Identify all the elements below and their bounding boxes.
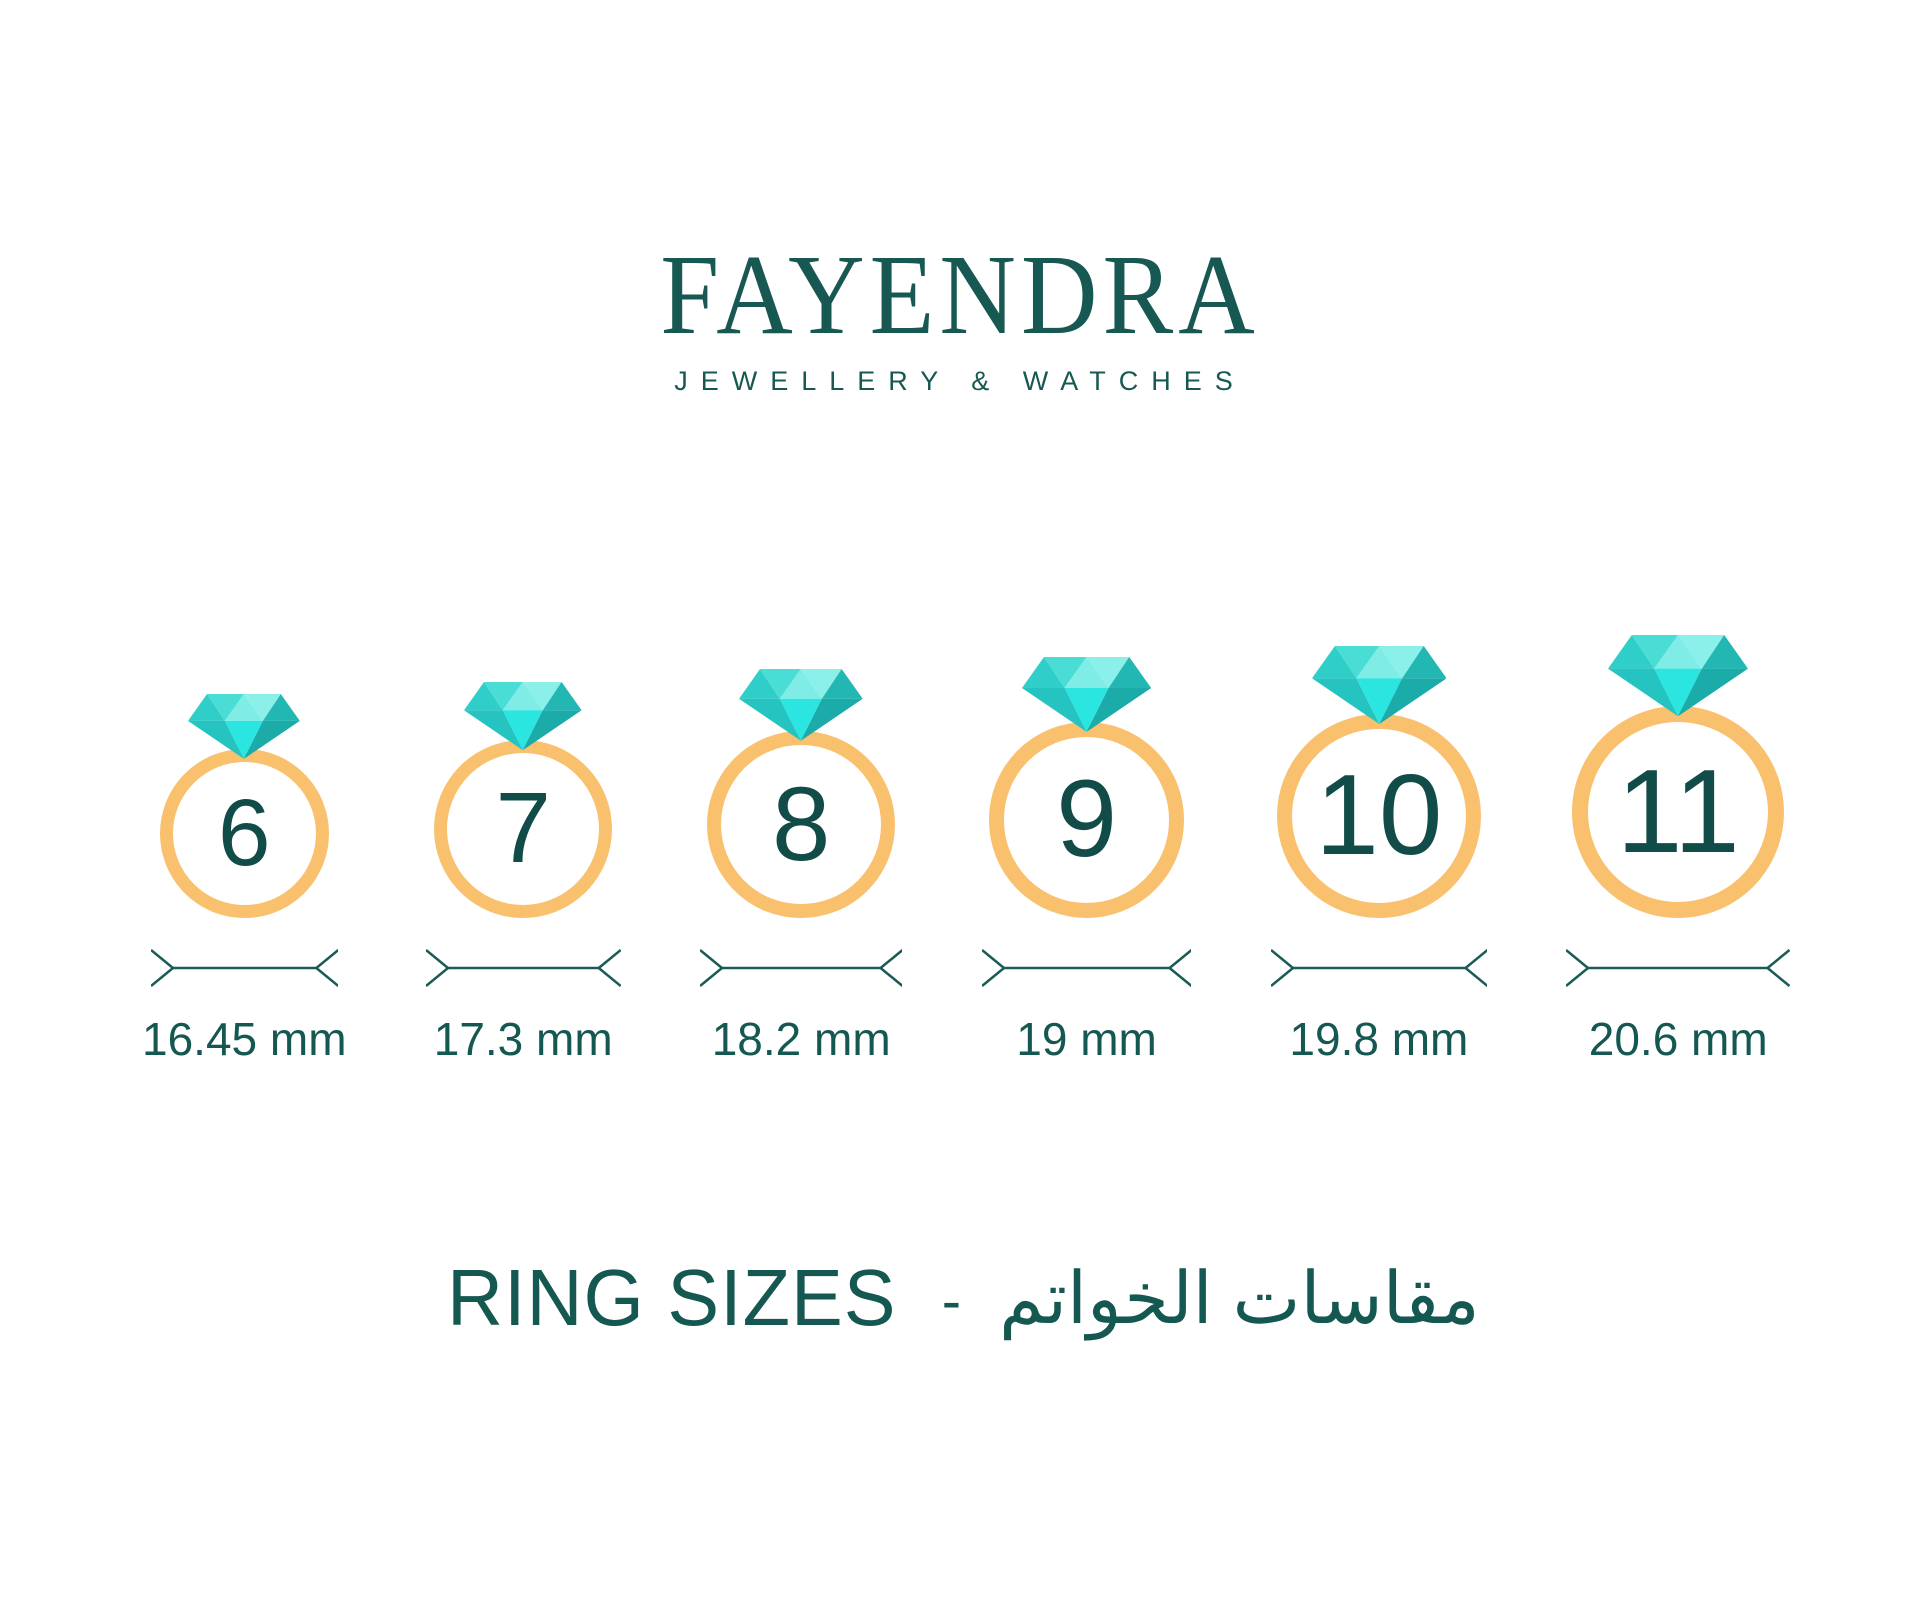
ring-size-number: 10 <box>1315 751 1443 879</box>
brand-logo: FAYENDRA JEWELLERY & WATCHES <box>0 237 1920 397</box>
ring-figure: 9 19 mm <box>981 657 1192 1066</box>
ring-size-number: 7 <box>495 773 551 885</box>
footer-title-english: RING SIZES <box>447 1253 897 1342</box>
ring-band: 10 <box>1276 714 1481 918</box>
diameter-label: 18.2 mm <box>711 1013 891 1065</box>
footer-title-arabic: مقاسات الخواتم <box>999 1259 1480 1339</box>
dimension-arrow-icon <box>699 949 903 987</box>
diamond-icon <box>739 668 864 741</box>
footer-title-separator: - <box>941 1268 962 1334</box>
diameter-label: 19.8 mm <box>1289 1013 1469 1065</box>
brand-tagline: JEWELLERY & WATCHES <box>674 366 1246 396</box>
ring-figure: 6 16.45 mm <box>142 693 347 1066</box>
ring-figure: 7 17.3 mm <box>425 681 621 1066</box>
ring-size-number: 9 <box>1056 758 1118 881</box>
ring-band: 8 <box>707 730 895 918</box>
diameter-label: 19 mm <box>1016 1013 1157 1065</box>
ring-size-number: 11 <box>1616 744 1740 878</box>
diamond-icon <box>1608 634 1749 716</box>
ring-size-number: 6 <box>217 779 271 886</box>
ring-band: 11 <box>1572 705 1785 918</box>
ring-band: 7 <box>434 739 613 918</box>
ring-figure: 11 20.6 mm <box>1566 634 1790 1066</box>
diamond-icon <box>1021 657 1152 733</box>
brand-name: FAYENDRA <box>660 231 1260 358</box>
diameter-label: 20.6 mm <box>1588 1013 1768 1065</box>
diamond-icon <box>188 693 301 759</box>
dimension-arrow-icon <box>150 949 338 987</box>
dimension-arrow-icon <box>1270 949 1488 987</box>
ring-size-number: 8 <box>771 765 831 883</box>
dimension-arrow-icon <box>981 949 1192 987</box>
diamond-icon <box>464 681 582 750</box>
ring-band: 9 <box>988 722 1185 918</box>
diameter-label: 17.3 mm <box>433 1013 613 1065</box>
ring-figure: 10 19.8 mm <box>1270 646 1488 1066</box>
diameter-label: 16.45 mm <box>142 1013 347 1065</box>
ring-band: 6 <box>159 748 329 918</box>
dimension-arrow-icon <box>1566 949 1790 987</box>
diamond-icon <box>1311 646 1447 725</box>
ring-size-chart: 6 16.45 mm 7 17.3 mm <box>142 620 1790 1066</box>
dimension-arrow-icon <box>425 949 621 987</box>
ring-figure: 8 18.2 mm <box>699 668 903 1066</box>
footer-title: RING SIZES - مقاسات الخواتم <box>0 1252 1920 1344</box>
